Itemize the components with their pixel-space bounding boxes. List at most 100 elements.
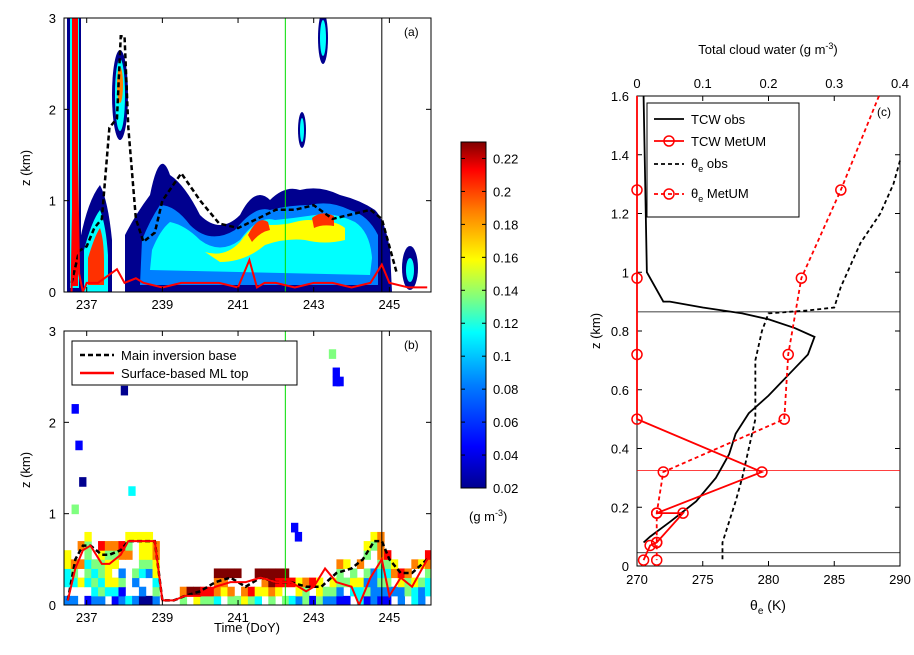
legend-marker-thetae-metum (663, 188, 675, 200)
heatmap-cell (356, 559, 365, 569)
heatmap-cell (336, 595, 344, 605)
heatmap-cell (418, 595, 426, 605)
heatmap-cell (128, 486, 136, 496)
y-tick-label: 0 (49, 598, 56, 613)
series-thetae-metum-point (778, 413, 791, 425)
y-tick-label: 1.2 (611, 207, 629, 222)
heatmap-cell (138, 586, 147, 597)
colorbar-tick-label: 0.04 (493, 448, 518, 463)
panel-b-frame (63, 330, 432, 606)
series-tcw-metum-point (756, 466, 768, 478)
cloud-blob (248, 220, 270, 242)
heatmap-cell (71, 504, 79, 515)
heatmap-cell (125, 550, 133, 560)
colorbar-tick-label: 0.2 (493, 184, 511, 199)
heatmap-cell (288, 595, 297, 605)
heatmap-cell (377, 577, 385, 588)
x-bottom-tick-label: 290 (889, 572, 911, 587)
heatmap-cell (227, 586, 235, 597)
heatmap-cell (104, 586, 113, 597)
heatmap-cell (104, 541, 113, 551)
heatmap-cell (179, 595, 188, 605)
heatmap-cell (268, 595, 276, 605)
heatmap-cell (424, 550, 431, 560)
colorbar-tick-label: 0.08 (493, 382, 518, 397)
heatmap-cell (84, 577, 92, 588)
heatmap-cell (268, 568, 276, 579)
heatmap-cell (291, 522, 299, 533)
heatmap-cell (343, 577, 351, 588)
panel-b: 237 239 241 243 245 0 1 2 3 (b) z (km) Time (DoY… (18, 324, 432, 635)
heatmap-cell (145, 550, 154, 560)
heatmap-cell (84, 568, 92, 579)
cloud-blob (72, 18, 78, 286)
colorbar-tick-label: 0.18 (493, 217, 518, 232)
heatmap-cell (118, 595, 126, 605)
series-tcw-metum-point (631, 272, 643, 284)
heatmap-cell (377, 595, 385, 605)
heatmap-cell (370, 586, 378, 597)
heatmap-cell (98, 550, 106, 560)
y-tick-label: 0.4 (611, 442, 629, 457)
heatmap-cell (220, 568, 228, 579)
heatmap-cell (397, 586, 406, 597)
series-thetae-metum-point (795, 272, 808, 284)
x-bottom-tick-label: 270 (626, 572, 648, 587)
y-tick-label: 2 (49, 102, 56, 117)
heatmap-cell (384, 550, 392, 560)
cloud-blob (88, 228, 104, 285)
heatmap-cell (111, 541, 119, 551)
heatmap-cell (411, 595, 419, 605)
heatmap-cell (152, 595, 160, 605)
heatmap-cell (64, 595, 72, 605)
heatmap-cell (370, 531, 378, 542)
heatmap-cell (377, 586, 385, 597)
heatmap-cell (77, 541, 85, 551)
heatmap-cell (329, 586, 337, 597)
heatmap-cell (213, 568, 222, 579)
heatmap-cell (377, 541, 385, 551)
heatmap-cell (138, 568, 147, 579)
heatmap-cell (132, 595, 140, 605)
legend-box (71, 340, 298, 386)
heatmap-cell (77, 559, 85, 569)
panel-c-top-label: Total cloud water (g m-3) (698, 41, 838, 57)
heatmap-cell (220, 586, 228, 597)
heatmap-cell (145, 595, 154, 605)
x-tick-label: 243 (303, 610, 325, 625)
heatmap-cell (356, 586, 365, 597)
heatmap-cell (132, 577, 140, 588)
heatmap-cell (98, 568, 106, 579)
panel-c-legend: TCW obs TCW MetUM θe obs θe MetUM (646, 102, 800, 218)
panel-c-label: (c) (877, 105, 891, 119)
x-top-tick-label: 0.3 (825, 76, 843, 91)
heatmap-cell (268, 577, 276, 588)
y-tick-label: 1.4 (611, 148, 629, 163)
y-tick-label: 0 (49, 285, 56, 300)
heatmap-cell (384, 595, 392, 605)
panel-b-ylabel: z (km) (18, 452, 33, 488)
heatmap-cell (213, 595, 222, 605)
heatmap-cell (363, 541, 371, 551)
heatmap-cell (336, 559, 344, 569)
heatmap-cell (145, 541, 154, 551)
legend-label-ml-top: Surface-based ML top (121, 366, 248, 381)
heatmap-cell (179, 586, 188, 597)
colorbar: 0.02 0.04 0.06 0.08 0.1 0.12 0.14 0.16 0.18 0.2 0.… (460, 141, 518, 524)
heatmap-cell (120, 385, 129, 396)
series-thetae-metum-line (655, 95, 880, 561)
heatmap-cell (343, 595, 351, 605)
x-tick-label: 239 (152, 297, 174, 312)
heatmap-cell (84, 595, 92, 605)
heatmap-cell (98, 586, 106, 597)
heatmap-cell (363, 550, 371, 560)
panel-b-legend: Main inversion base Surface-based ML top (71, 340, 298, 386)
heatmap-cell (418, 577, 426, 588)
heatmap-cell (125, 531, 133, 542)
heatmap-cell (145, 559, 154, 569)
cloud-blob (320, 20, 326, 56)
heatmap-cell (322, 595, 331, 605)
heatmap-cell (111, 559, 119, 569)
series-thetae-obs-line (721, 160, 901, 561)
heatmap-cell (411, 559, 419, 569)
